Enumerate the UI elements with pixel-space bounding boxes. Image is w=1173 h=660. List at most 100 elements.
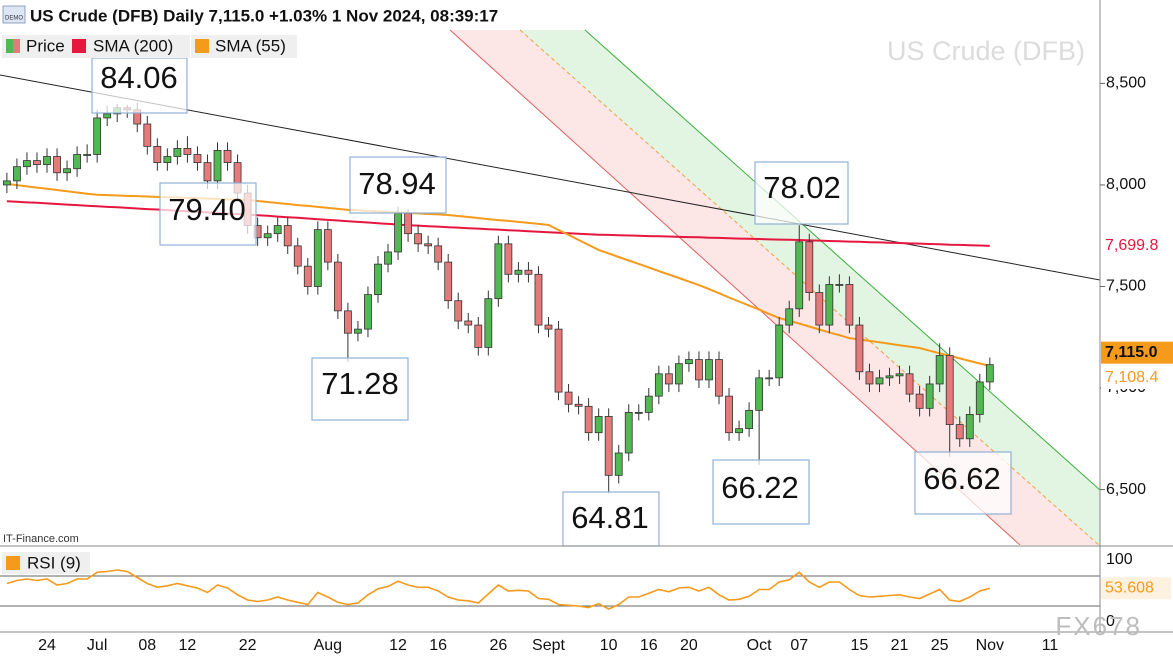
candle-body xyxy=(494,243,503,300)
x-tick-label: 07 xyxy=(790,637,808,654)
y-tick-label: 6,500 xyxy=(1106,481,1146,498)
candle-body xyxy=(735,428,743,434)
x-tick-label: 26 xyxy=(489,637,507,654)
candle-body xyxy=(283,225,292,247)
candle-body xyxy=(303,265,312,287)
candle-body xyxy=(795,241,804,310)
candle-body xyxy=(654,373,663,397)
annotation-box xyxy=(311,357,409,421)
candle-body xyxy=(343,310,352,334)
annotation-box xyxy=(754,161,849,225)
candle-body xyxy=(915,393,924,409)
candle-body xyxy=(875,377,884,385)
x-tick-label: Nov xyxy=(976,637,1004,654)
x-tick-label: 15 xyxy=(851,637,869,654)
candle-body xyxy=(2,180,11,186)
candle-body xyxy=(414,233,423,245)
candle-body xyxy=(33,160,41,166)
candle-body xyxy=(935,355,944,385)
candle-body xyxy=(624,411,633,454)
source: IT-Finance.com xyxy=(3,533,79,545)
legend-bg xyxy=(2,552,90,574)
candle-body xyxy=(955,424,964,440)
candle-body xyxy=(23,160,31,168)
candle-body xyxy=(674,363,683,385)
x-tick-label: 10 xyxy=(600,637,618,654)
candle-body xyxy=(745,409,753,430)
candle-body xyxy=(634,411,643,414)
candle-body xyxy=(554,328,563,393)
candle-body xyxy=(644,395,653,413)
candle-body xyxy=(163,156,172,164)
annotation: 66.62 xyxy=(923,461,1001,496)
candle-body xyxy=(313,229,322,287)
legend-bg xyxy=(68,35,190,58)
legend-swatch xyxy=(195,39,209,53)
legend-bg xyxy=(191,35,297,58)
candle-body xyxy=(524,269,533,275)
candle-body xyxy=(93,117,102,155)
candle-body xyxy=(183,147,192,155)
candle-body xyxy=(354,328,362,334)
x-tick-label: 12 xyxy=(389,637,407,654)
annotation-box xyxy=(159,182,257,246)
candle-body xyxy=(464,320,473,326)
y-tick-label: 7,500 xyxy=(1106,278,1146,295)
candle-body xyxy=(985,364,994,383)
candle-body xyxy=(825,284,834,326)
candle-body xyxy=(333,261,342,312)
x-tick-label: 20 xyxy=(680,637,698,654)
rsi-label-bg xyxy=(1101,577,1171,600)
candle-body xyxy=(73,154,81,170)
candle-body xyxy=(534,273,543,326)
candle-body xyxy=(103,113,112,119)
channel-upper xyxy=(584,29,1100,491)
candle-body xyxy=(614,452,623,476)
candle-body xyxy=(384,251,392,265)
candle-body xyxy=(695,359,703,381)
annotation: 64.81 xyxy=(571,500,649,535)
candle-body xyxy=(755,377,764,411)
legend-swatch xyxy=(72,39,86,53)
last-label: 7,699.8 xyxy=(1105,237,1158,254)
rsi-tick-label: 100 xyxy=(1106,551,1133,568)
candle-body xyxy=(53,156,61,174)
candle-body xyxy=(925,383,934,409)
rsi-line xyxy=(6,569,991,610)
annotation: 78.02 xyxy=(763,170,841,205)
badge-box xyxy=(2,5,26,24)
candle-body xyxy=(815,292,824,326)
candle-body xyxy=(404,212,412,235)
annotation-box xyxy=(349,156,447,214)
candle-body xyxy=(705,359,713,381)
candle-body xyxy=(895,373,904,377)
annotation: 79.40 xyxy=(168,192,246,227)
candle-body xyxy=(945,355,954,425)
candle-body xyxy=(564,391,573,405)
candle-body xyxy=(364,294,372,330)
rsi-tick-label: 0 xyxy=(1106,613,1115,630)
candle-body xyxy=(83,154,92,156)
legend-swatch xyxy=(13,39,20,53)
candle-body xyxy=(765,377,774,380)
candle-body xyxy=(213,150,222,182)
header: DEMO US Crude (DFB) Daily 7,115.0 +1.03%… xyxy=(2,5,498,25)
candle-body xyxy=(434,245,443,263)
candle-body xyxy=(474,324,483,348)
candle-body xyxy=(504,243,513,275)
candle-body xyxy=(865,371,874,385)
candle-body xyxy=(885,375,894,379)
legend: Price SMA (200) SMA (55) RSI (9) xyxy=(2,35,297,574)
legend-label: SMA (200) xyxy=(93,36,173,55)
candle-body xyxy=(664,373,673,385)
candle-body xyxy=(835,284,844,286)
candle-body xyxy=(975,381,984,415)
candle-body xyxy=(323,229,332,263)
last-label: 7,108.4 xyxy=(1105,369,1158,386)
candle-body xyxy=(775,324,784,379)
candle-body xyxy=(785,308,794,326)
candle-body xyxy=(374,263,382,296)
x-tick-label: Aug xyxy=(314,637,342,654)
candle-body xyxy=(273,225,282,235)
